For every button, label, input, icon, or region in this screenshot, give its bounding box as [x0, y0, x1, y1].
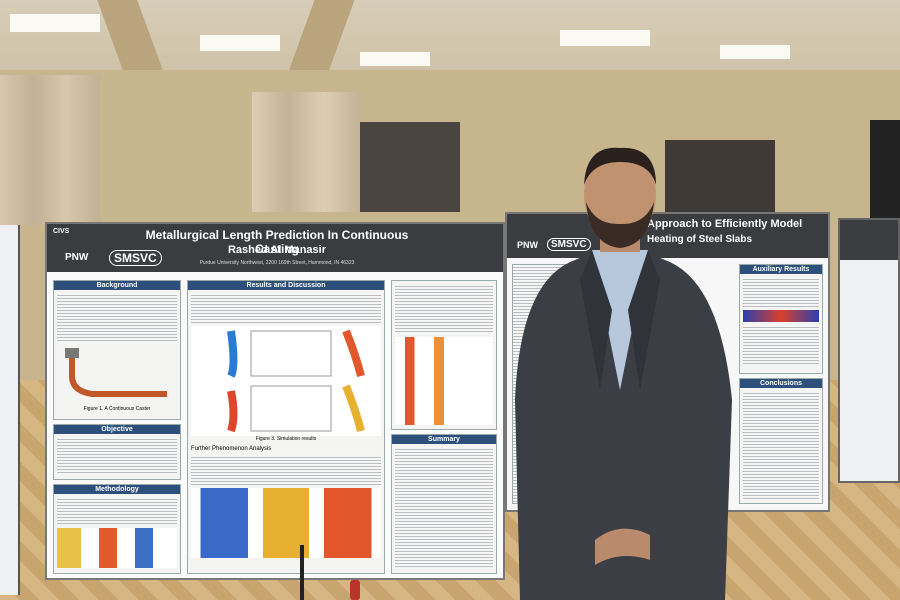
easel-leg — [300, 545, 304, 600]
section-panel: Summary — [391, 434, 497, 574]
section-panel — [391, 280, 497, 430]
contour — [342, 384, 365, 432]
text-block — [395, 447, 493, 567]
can — [350, 580, 360, 600]
poster-header — [840, 220, 898, 260]
results-figure — [191, 326, 381, 436]
doorway — [870, 120, 900, 220]
poster-subtitle: Heating of Steel Slabs — [647, 234, 753, 245]
section-heading: Results and Discussion — [188, 281, 384, 290]
text-block — [191, 455, 381, 485]
poster-author: Rashed Al Manasir — [227, 244, 326, 256]
face — [584, 149, 656, 241]
curtain — [252, 92, 360, 212]
caster-figure — [65, 348, 167, 397]
section-heading: Summary — [392, 435, 496, 444]
text-block — [191, 293, 381, 323]
poster-title: Metallurgical Length Prediction In Conti… — [145, 228, 409, 256]
ladle — [65, 348, 79, 358]
lapel — [580, 250, 660, 390]
text-block — [743, 325, 819, 365]
side-poster — [0, 225, 20, 595]
subheading: Further Phenomenon Analysis — [191, 446, 272, 452]
figure-caption: Figure 3. Simulation results — [255, 436, 317, 442]
section-heading: Auxiliary Results — [740, 265, 822, 274]
section-panel: Objective — [53, 424, 181, 480]
curtain — [0, 75, 100, 225]
ceiling-light — [560, 30, 650, 46]
logo: PNW — [517, 240, 538, 250]
shirt — [592, 250, 648, 390]
contour — [227, 330, 238, 378]
contour — [342, 329, 365, 377]
section-heading: Conclusions — [740, 379, 822, 388]
poster-affiliation: Purdue University Northwest, 2200 169th … — [199, 260, 355, 266]
text-block — [57, 497, 177, 525]
wall-panel — [360, 122, 460, 212]
wall-panel — [665, 140, 775, 220]
logo: CIVS — [53, 228, 70, 235]
text-block — [743, 391, 819, 501]
heat-map — [743, 310, 819, 322]
caster-strand — [69, 351, 167, 397]
ceiling-light — [200, 35, 280, 51]
text-block — [743, 277, 819, 307]
results-figure — [395, 337, 493, 425]
ceiling-light — [720, 45, 790, 59]
poster-title: Approach to Efficiently Model — [647, 218, 803, 230]
text-block — [395, 284, 493, 334]
logo: SMSVC — [109, 250, 162, 266]
person — [515, 147, 732, 600]
plot — [250, 330, 332, 377]
analysis-figures — [191, 488, 381, 558]
side-poster — [838, 218, 900, 483]
ceiling-light — [10, 14, 100, 32]
hands — [595, 528, 650, 565]
figure-caption: Figure 1. A Continuous Caster — [83, 406, 151, 412]
method-figures — [57, 528, 177, 568]
section-panel: Methodology — [53, 484, 181, 574]
logo: PNW — [65, 252, 89, 263]
poster-header — [47, 224, 503, 272]
logo: SMSVC — [547, 238, 591, 251]
poster-main: CIVS PNW SMSVC Metallurgical Length Pred… — [45, 222, 505, 580]
section-heading: Background — [54, 281, 180, 290]
text-block — [57, 437, 177, 475]
contour — [227, 390, 238, 433]
section-panel: Results and Discussion Figure 3. Simulat… — [187, 280, 385, 574]
section-panel: Auxiliary Results — [739, 264, 823, 374]
hair — [584, 147, 656, 185]
section-heading: Objective — [54, 425, 180, 434]
suit-jacket — [515, 245, 732, 600]
section-panel: Background Figure 1. A Continuous Caster — [53, 280, 181, 420]
section-heading: Methodology — [54, 485, 180, 494]
ceiling-light — [360, 52, 430, 66]
section-panel: Conclusions — [739, 378, 823, 504]
beard — [586, 202, 654, 248]
text-block — [57, 293, 177, 343]
plot — [250, 385, 332, 432]
